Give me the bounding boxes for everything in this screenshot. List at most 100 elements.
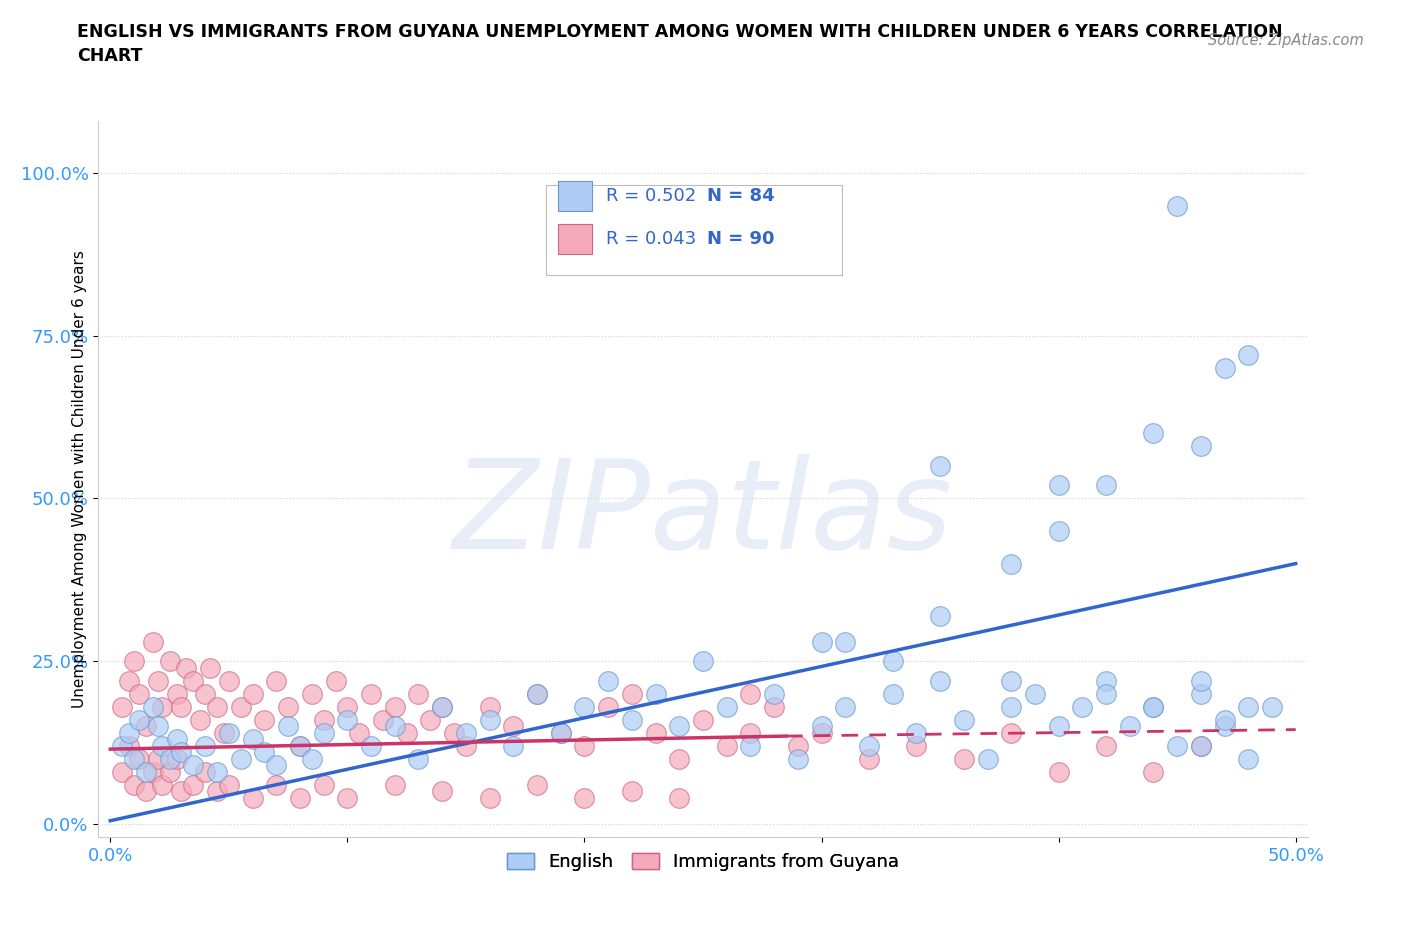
Point [118, 738, 141, 753]
Point [253, 712, 276, 727]
Point [312, 725, 335, 740]
Point [740, 725, 762, 740]
Point [128, 686, 150, 701]
Point [312, 712, 335, 727]
Text: N = 90: N = 90 [707, 230, 775, 248]
Point [277, 719, 299, 734]
Point [620, 784, 643, 799]
Text: R = 0.502: R = 0.502 [606, 187, 696, 206]
Point [905, 725, 928, 740]
Point [264, 673, 287, 688]
Point [1261, 699, 1284, 714]
Point [325, 673, 347, 688]
Point [264, 758, 287, 773]
Point [1071, 699, 1094, 714]
Point [288, 738, 311, 753]
Point [419, 712, 441, 727]
Point [929, 458, 952, 473]
Point [1189, 738, 1212, 753]
Point [166, 686, 188, 701]
Point [1237, 348, 1260, 363]
Point [301, 686, 323, 701]
Point [253, 745, 276, 760]
Point [443, 725, 465, 740]
Point [146, 719, 169, 734]
Point [763, 699, 786, 714]
Point [111, 699, 134, 714]
Point [135, 719, 157, 734]
Point [786, 751, 808, 766]
Point [111, 738, 134, 753]
Point [384, 777, 406, 792]
Point [432, 699, 454, 714]
Point [620, 712, 643, 727]
Point [229, 699, 252, 714]
Point [432, 699, 454, 714]
Point [205, 784, 228, 799]
Point [142, 634, 165, 649]
Point [1189, 673, 1212, 688]
Point [336, 699, 359, 714]
Point [264, 777, 287, 792]
Point [371, 712, 394, 727]
Point [1142, 699, 1164, 714]
Point [740, 738, 762, 753]
Point [454, 738, 477, 753]
Point [1000, 699, 1022, 714]
Point [526, 686, 548, 701]
Point [716, 738, 738, 753]
Point [929, 673, 952, 688]
Point [190, 712, 212, 727]
Point [550, 725, 572, 740]
Point [198, 660, 221, 675]
Point [810, 719, 832, 734]
Point [360, 686, 382, 701]
Point [952, 712, 974, 727]
Point [142, 764, 165, 779]
Point [574, 738, 596, 753]
Point [1047, 764, 1070, 779]
Point [174, 660, 197, 675]
Point [384, 699, 406, 714]
Point [122, 751, 145, 766]
Point [212, 725, 235, 740]
Point [620, 686, 643, 701]
Point [1237, 699, 1260, 714]
Point [384, 719, 406, 734]
Point [170, 745, 193, 760]
Point [159, 751, 181, 766]
Point [194, 738, 217, 753]
Point [277, 699, 299, 714]
Point [692, 712, 714, 727]
Point [166, 751, 188, 766]
Point [408, 751, 430, 766]
Point [347, 725, 370, 740]
Point [1142, 764, 1164, 779]
Point [1213, 719, 1236, 734]
Point [146, 673, 169, 688]
Point [181, 673, 204, 688]
Point [135, 784, 157, 799]
Point [454, 725, 477, 740]
Text: R = 0.043: R = 0.043 [606, 230, 696, 248]
Point [882, 686, 904, 701]
Point [122, 654, 145, 669]
Point [242, 686, 264, 701]
Text: ZIPatlas: ZIPatlas [453, 454, 953, 576]
Point [432, 784, 454, 799]
Point [502, 738, 524, 753]
Point [166, 732, 188, 747]
Point [408, 686, 430, 701]
Point [716, 699, 738, 714]
Point [242, 790, 264, 805]
Point [858, 751, 880, 766]
Point [194, 764, 217, 779]
Point [170, 784, 193, 799]
Point [1095, 478, 1118, 493]
Point [478, 699, 501, 714]
Point [644, 725, 666, 740]
Point [786, 738, 808, 753]
FancyBboxPatch shape [558, 224, 592, 254]
Point [478, 712, 501, 727]
Point [218, 673, 240, 688]
